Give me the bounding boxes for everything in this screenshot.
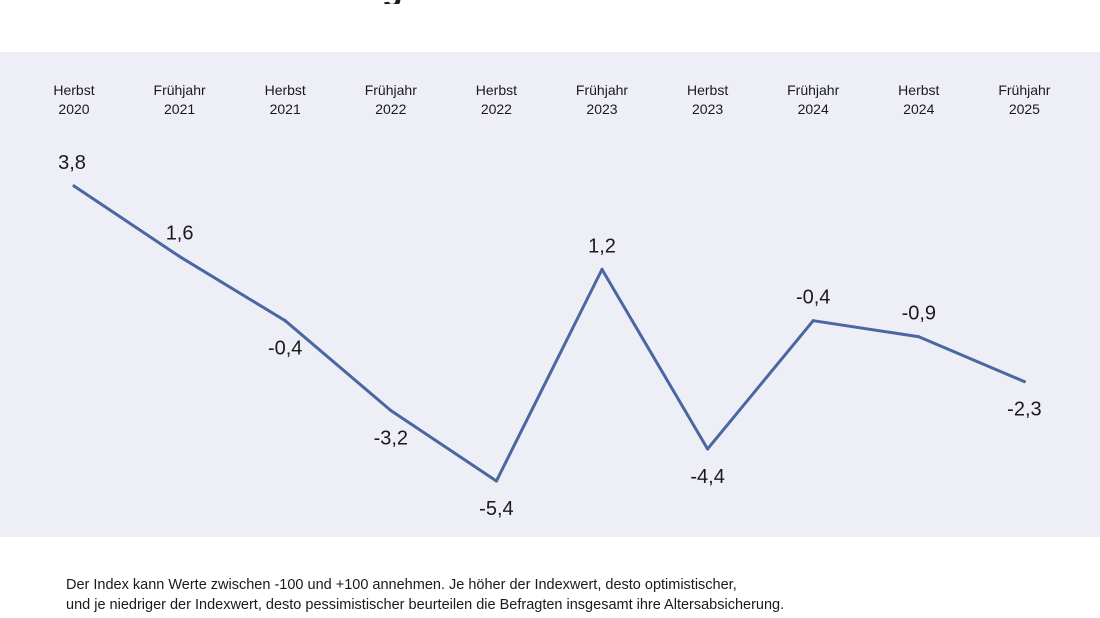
x-tick-label: Herbst 2021	[265, 82, 306, 117]
x-tick-label: Frühjahr 2025	[998, 82, 1050, 117]
series-line-segment	[178, 255, 287, 323]
data-point	[283, 319, 287, 323]
data-label: -4,4	[690, 466, 724, 488]
x-tick-label: Herbst 2020	[53, 82, 94, 117]
series-line-segment	[72, 184, 182, 259]
data-label: -3,2	[374, 427, 408, 449]
data-label: 1,2	[588, 235, 616, 257]
series-line-segment	[494, 267, 604, 483]
data-point	[1022, 380, 1026, 384]
chart-panel: Herbst 2020 Frühjahr 2021 Herbst 2021 Frühjahr…	[0, 52, 1100, 537]
x-tick-label: Frühjahr 2024	[787, 82, 839, 117]
footnote-line-2: und je niedriger der Indexwert, desto pe…	[66, 597, 785, 613]
x-tick-label: Herbst 2023	[687, 82, 728, 117]
chart-title-text: g	[382, 0, 403, 4]
footnote-line-1: Der Index kann Werte zwischen -100 und +…	[66, 577, 737, 593]
data-label: -0,9	[902, 303, 936, 325]
data-point	[72, 184, 76, 188]
data-point	[917, 335, 921, 339]
data-point	[600, 267, 604, 271]
x-tick-label: Herbst 2022	[476, 82, 517, 117]
data-point	[811, 319, 815, 323]
data-label: 3,8	[58, 152, 86, 174]
line-chart: Herbst 2020 Frühjahr 2021 Herbst 2021 Frühjahr…	[53, 82, 1050, 520]
data-point	[706, 447, 710, 451]
data-label: -5,4	[479, 498, 513, 520]
x-tick-label: Herbst 2024	[898, 82, 939, 117]
series-line-segment	[706, 319, 815, 451]
x-tick-label: Frühjahr 2021	[154, 82, 206, 117]
series-line-segment	[811, 319, 921, 339]
chart-title-fragment: g	[0, 0, 1100, 4]
series-line-segment	[600, 267, 710, 451]
data-point	[494, 479, 498, 483]
series-line-segment	[917, 335, 1026, 384]
data-label: -0,4	[796, 287, 830, 309]
series-line-segment	[389, 408, 498, 483]
x-tick-label: Frühjahr 2023	[576, 82, 628, 117]
data-label: -2,3	[1007, 399, 1041, 421]
data-label: -0,4	[268, 338, 302, 360]
data-label: 1,6	[166, 223, 194, 245]
series-line-segment	[283, 319, 393, 412]
data-point	[389, 408, 393, 412]
data-point	[178, 255, 182, 259]
x-tick-label: Frühjahr 2022	[365, 82, 417, 117]
chart-footnote: Der Index kann Werte zwischen -100 und +…	[66, 575, 1066, 615]
